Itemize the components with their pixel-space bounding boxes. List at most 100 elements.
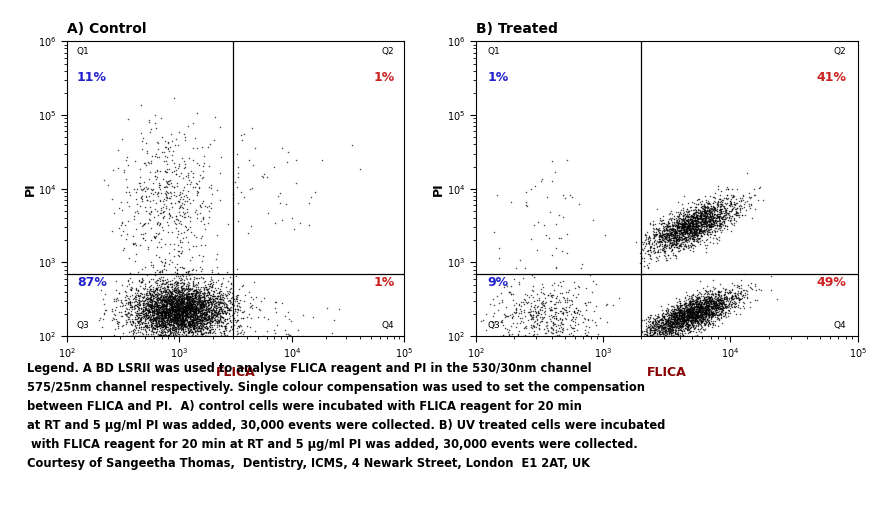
Point [684, 219, 698, 227]
Point [199, 324, 213, 332]
Point [676, 245, 690, 253]
Point [676, 310, 690, 318]
Point [682, 222, 696, 231]
Point [684, 242, 698, 250]
Point [182, 309, 196, 317]
Point [692, 306, 706, 314]
Point [636, 332, 650, 340]
Point [712, 221, 726, 229]
Point [111, 324, 125, 332]
Point [182, 302, 196, 310]
Point [156, 287, 170, 295]
Point [158, 328, 172, 337]
Point [223, 316, 237, 324]
Point [701, 226, 716, 234]
Point [681, 215, 695, 223]
Point [691, 303, 705, 312]
Point [135, 293, 149, 301]
Point [180, 295, 194, 303]
Point [155, 292, 169, 300]
Point [698, 212, 712, 220]
Point [704, 307, 718, 315]
Point [676, 317, 690, 326]
Point [647, 331, 661, 340]
Point [677, 242, 692, 250]
Point [699, 309, 713, 317]
Point [130, 301, 144, 310]
Point [504, 310, 518, 318]
Point [173, 302, 188, 311]
Point [722, 307, 736, 315]
Point [685, 222, 700, 230]
Point [654, 316, 669, 324]
Point [665, 224, 679, 233]
Point [192, 323, 206, 331]
Point [207, 306, 221, 314]
Point [146, 307, 160, 315]
Point [172, 320, 187, 328]
Point [180, 280, 194, 288]
Point [686, 302, 701, 310]
Point [148, 286, 162, 295]
Point [185, 252, 199, 261]
Point [691, 214, 705, 222]
Point [675, 323, 689, 331]
Point [181, 321, 196, 329]
Point [185, 332, 199, 340]
Point [185, 313, 199, 321]
Point [169, 282, 183, 290]
Point [189, 319, 204, 327]
Point [674, 326, 688, 334]
Point [194, 299, 208, 307]
Point [180, 292, 194, 300]
Point [162, 311, 176, 320]
Point [180, 299, 195, 308]
Point [163, 325, 177, 333]
Point [149, 292, 164, 300]
Point [159, 266, 173, 274]
Point [140, 291, 155, 299]
Point [168, 332, 182, 340]
Point [685, 321, 700, 329]
Point [175, 303, 189, 312]
Point [165, 300, 180, 309]
Point [665, 315, 679, 323]
Point [163, 324, 177, 332]
Point [195, 174, 209, 183]
Point [196, 302, 211, 310]
Point [722, 211, 736, 219]
Point [688, 215, 702, 223]
Point [645, 318, 660, 326]
Point [736, 192, 750, 200]
Point [701, 297, 716, 306]
Point [146, 302, 160, 310]
Point [682, 315, 696, 323]
Point [710, 311, 725, 320]
Point [164, 294, 178, 302]
Point [680, 205, 694, 213]
Point [195, 330, 209, 338]
Point [657, 327, 671, 335]
Point [167, 317, 181, 325]
Point [154, 326, 168, 334]
Point [158, 314, 172, 323]
Point [669, 235, 684, 244]
Point [698, 317, 712, 325]
Point [157, 262, 172, 270]
Point [693, 225, 708, 233]
Point [149, 318, 164, 327]
Point [140, 313, 155, 322]
Point [689, 297, 703, 306]
Point [202, 311, 216, 320]
Point [161, 145, 175, 154]
Point [156, 296, 170, 305]
Point [142, 297, 156, 306]
Point [751, 285, 765, 293]
Point [667, 238, 681, 247]
Point [164, 302, 179, 311]
Point [138, 314, 152, 323]
Point [212, 318, 226, 326]
Point [648, 225, 662, 234]
Point [710, 235, 725, 243]
Point [664, 231, 678, 239]
